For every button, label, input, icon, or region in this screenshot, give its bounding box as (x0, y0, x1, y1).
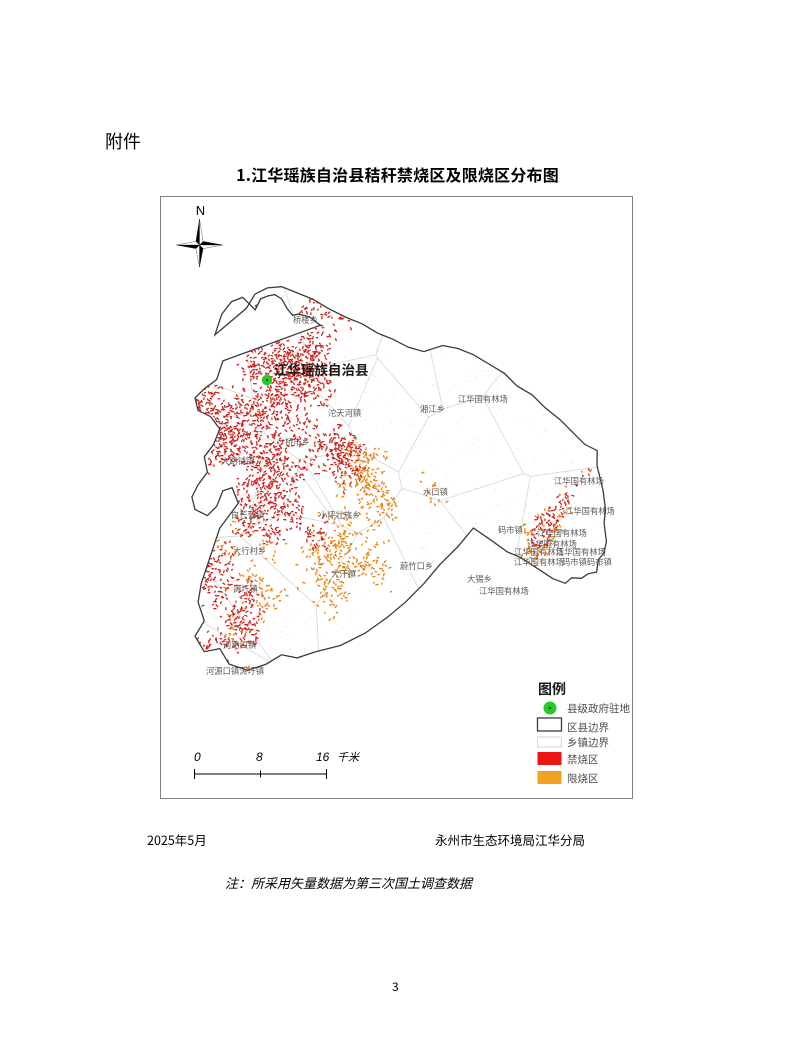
svg-text:16: 16 (316, 750, 330, 764)
svg-text:江华国有林场: 江华国有林场 (554, 475, 604, 487)
svg-text:桥楼乡: 桥楼乡 (293, 314, 318, 326)
svg-text:码市镇码市镇: 码市镇码市镇 (562, 556, 612, 568)
svg-text:江华国有林场: 江华国有林场 (479, 585, 529, 597)
svg-text:大行村乡: 大行村乡 (233, 545, 266, 557)
svg-text:N: N (196, 203, 205, 218)
svg-text:图例: 图例 (538, 679, 566, 699)
svg-text:禁烧区: 禁烧区 (567, 752, 599, 767)
svg-text:江华国有林场: 江华国有林场 (565, 505, 615, 517)
svg-text:水口镇: 水口镇 (423, 486, 448, 498)
svg-text:码市镇: 码市镇 (498, 524, 523, 536)
svg-text:千米: 千米 (337, 749, 360, 765)
svg-text:县级政府驻地: 县级政府驻地 (567, 701, 630, 716)
svg-text:蔚竹口乡: 蔚竹口乡 (400, 560, 433, 572)
svg-text:白芒营镇: 白芒营镇 (231, 509, 264, 521)
svg-text:0: 0 (194, 750, 201, 764)
svg-text:湘江乡: 湘江乡 (420, 403, 445, 415)
svg-text:桥市乡: 桥市乡 (285, 436, 310, 448)
svg-text:江华瑶族自治县: 江华瑶族自治县 (274, 359, 369, 379)
svg-text:沱天河镇: 沱天河镇 (328, 407, 361, 419)
svg-text:小坪壮族乡: 小坪壮族乡 (319, 509, 361, 521)
svg-text:河源口镇涛圩镇: 河源口镇涛圩镇 (206, 665, 264, 677)
svg-text:大汗镇: 大汗镇 (331, 568, 356, 580)
svg-text:河路口镇: 河路口镇 (223, 639, 256, 651)
svg-text:涛圩镇: 涛圩镇 (233, 583, 258, 595)
svg-text:乡镇边界: 乡镇边界 (567, 735, 609, 750)
svg-text:限烧区: 限烧区 (567, 771, 599, 786)
svg-text:大路铺镇: 大路铺镇 (221, 455, 254, 467)
svg-text:大锡乡: 大锡乡 (467, 573, 492, 585)
svg-text:江华国有林场: 江华国有林场 (458, 393, 508, 405)
svg-text:江华国有林场: 江华国有林场 (514, 556, 564, 568)
svg-text:区县边界: 区县边界 (567, 720, 609, 735)
svg-text:8: 8 (256, 750, 263, 764)
